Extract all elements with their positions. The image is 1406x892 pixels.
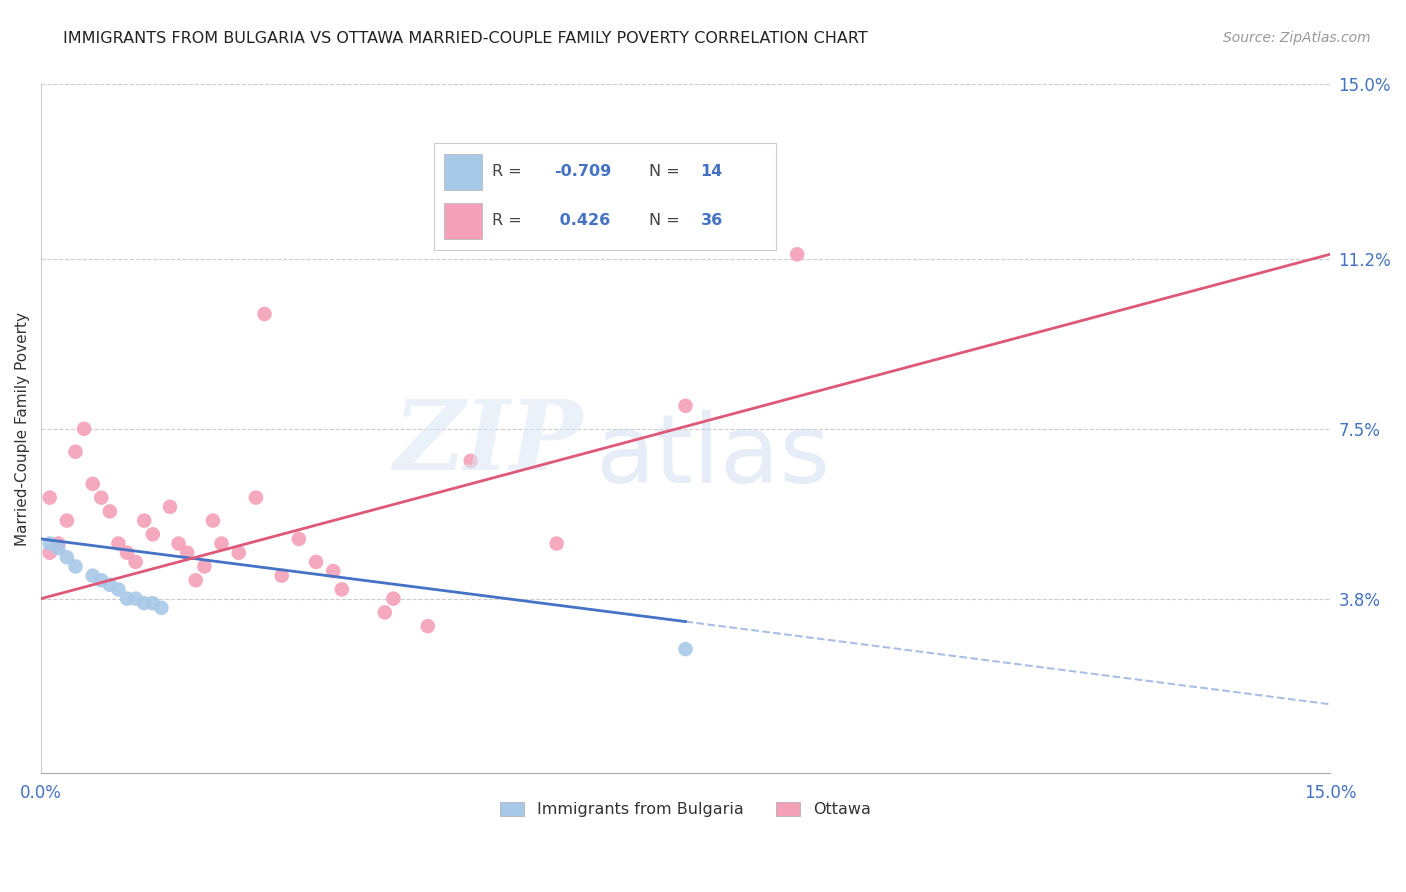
Legend: Immigrants from Bulgaria, Ottawa: Immigrants from Bulgaria, Ottawa [494,796,877,823]
Point [38,491,60,505]
Point [374,606,396,620]
Point [167,536,190,550]
Point [211,536,233,550]
Point [416,619,439,633]
Point [184,574,207,588]
Point [176,546,198,560]
Point [90,491,112,505]
Point [322,564,344,578]
Point [107,582,129,597]
Point [115,546,138,560]
Point [56,514,79,528]
Point [107,536,129,550]
Point [82,568,104,582]
Point [98,504,121,518]
Point [245,491,267,505]
Point [288,532,311,546]
Point [98,578,121,592]
Text: atlas: atlas [595,409,831,503]
Point [675,642,697,657]
Point [38,536,60,550]
Point [46,536,69,550]
Point [82,476,104,491]
Text: ZIP: ZIP [392,395,582,490]
Point [115,591,138,606]
Point [150,600,173,615]
Point [73,422,96,436]
Point [382,591,405,606]
Point [305,555,328,569]
Point [253,307,276,321]
Point [134,596,156,610]
Point [142,527,165,541]
Point [546,536,568,550]
Point [124,591,146,606]
Text: IMMIGRANTS FROM BULGARIA VS OTTAWA MARRIED-COUPLE FAMILY POVERTY CORRELATION CHA: IMMIGRANTS FROM BULGARIA VS OTTAWA MARRI… [63,31,868,46]
Point [193,559,215,574]
Point [270,568,292,582]
Point [201,514,224,528]
Point [134,514,156,528]
Point [460,454,482,468]
Point [124,555,146,569]
Point [65,444,87,458]
Point [330,582,353,597]
Point [142,596,165,610]
Point [228,546,250,560]
Point [90,574,112,588]
Point [46,541,69,555]
Point [786,247,808,261]
Point [38,546,60,560]
Point [56,550,79,565]
Point [675,399,697,413]
Point [159,500,181,514]
Text: Source: ZipAtlas.com: Source: ZipAtlas.com [1223,31,1371,45]
Point [65,559,87,574]
Y-axis label: Married-Couple Family Poverty: Married-Couple Family Poverty [15,312,30,546]
